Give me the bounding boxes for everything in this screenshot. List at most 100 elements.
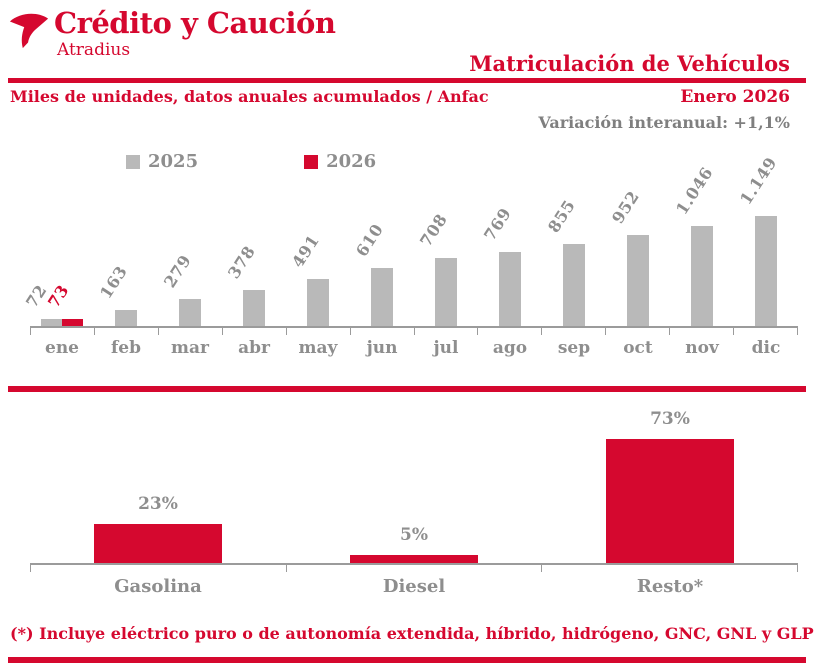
bar-2025-abr bbox=[243, 290, 265, 326]
value-label-2025-oct: 952 bbox=[608, 187, 644, 227]
x-label-Diesel: Diesel bbox=[382, 576, 446, 597]
column-abr: 378 bbox=[222, 170, 286, 326]
yoy-variation-label: Variación interanual: +1,1% bbox=[538, 113, 790, 132]
brand-logo: Crédito y Caución Atradius bbox=[8, 6, 336, 60]
month-axis-labels: ene feb mar abr may jun jul ago sep oct nov dic bbox=[30, 338, 798, 358]
value-label-2025-nov: 1.046 bbox=[672, 163, 717, 218]
bar-Resto* bbox=[606, 439, 734, 563]
fuel-axis-labels: Gasolina Diesel Resto* bbox=[30, 576, 798, 597]
value-label-2025-may: 491 bbox=[288, 231, 324, 271]
x-label-ene: ene bbox=[45, 338, 79, 358]
section-divider bbox=[8, 386, 806, 392]
value-label-2025-sep: 855 bbox=[544, 196, 580, 236]
axis-tick bbox=[669, 328, 733, 335]
bar-2025-may bbox=[307, 279, 329, 326]
bar-2025-ene bbox=[41, 319, 62, 326]
bar-2025-feb bbox=[115, 310, 137, 326]
brand-subname: Atradius bbox=[57, 40, 131, 60]
value-label-2025-feb: 163 bbox=[96, 262, 132, 302]
bar-Gasolina bbox=[94, 524, 222, 563]
x-label-jun: jun bbox=[366, 338, 398, 358]
column-Resto*: 73% bbox=[542, 403, 798, 563]
subtitle-row: Miles de unidades, datos anuales acumula… bbox=[10, 87, 790, 107]
bar-2025-mar bbox=[179, 299, 201, 326]
legend-swatch-2026 bbox=[304, 154, 319, 169]
value-label-2025-dic: 1.149 bbox=[736, 153, 781, 208]
legend-swatch-2025 bbox=[126, 154, 140, 169]
x-label-feb: feb bbox=[110, 338, 141, 358]
brand-name: Crédito y Caución bbox=[54, 6, 336, 40]
column-may: 491 bbox=[286, 170, 350, 326]
column-jul: 708 bbox=[414, 170, 478, 326]
legend-label-2025: 2025 bbox=[148, 151, 199, 172]
bar-2025-dic bbox=[755, 216, 777, 326]
axis-tick bbox=[285, 328, 350, 335]
period-label: Enero 2026 bbox=[680, 87, 790, 107]
fuel-axis-ticks bbox=[30, 565, 799, 572]
bottom-divider bbox=[8, 657, 806, 663]
value-label-2025-ago: 769 bbox=[480, 204, 516, 244]
column-Diesel: 5% bbox=[286, 403, 542, 563]
value-label-2026-ene: 73 bbox=[44, 281, 73, 311]
value-label-2025-abr: 378 bbox=[224, 242, 260, 282]
legend-label-2026: 2026 bbox=[326, 151, 377, 172]
bar-2025-jul bbox=[435, 258, 457, 326]
axis-tick bbox=[477, 328, 541, 335]
axis-tick bbox=[93, 328, 158, 335]
axis-tick bbox=[541, 328, 605, 335]
axis-tick bbox=[541, 565, 799, 572]
axis-tick bbox=[30, 328, 94, 335]
column-dic: 1.149 bbox=[734, 154, 798, 326]
bar-Diesel bbox=[350, 555, 478, 563]
value-label-2025-mar: 279 bbox=[160, 251, 196, 291]
axis-tick bbox=[349, 328, 414, 335]
atradius-dart-icon bbox=[8, 10, 50, 52]
brand-text: Crédito y Caución Atradius bbox=[54, 6, 336, 60]
axis-tick bbox=[605, 328, 669, 335]
x-label-mar: mar bbox=[171, 338, 209, 358]
value-label-Gasolina: 23% bbox=[138, 494, 178, 514]
x-label-oct: oct bbox=[623, 338, 653, 358]
column-ene: 72 73 bbox=[22, 170, 94, 326]
bar-2026-ene bbox=[62, 319, 83, 326]
x-label-jul: jul bbox=[433, 338, 459, 358]
axis-tick bbox=[157, 328, 222, 335]
axis-tick bbox=[733, 328, 799, 335]
axis-tick bbox=[413, 328, 478, 335]
x-label-Gasolina: Gasolina bbox=[114, 576, 202, 597]
bar-2025-oct bbox=[627, 235, 649, 326]
axis-tick bbox=[285, 565, 542, 572]
fuel-type-bar-chart: 23% 5% 73% bbox=[30, 403, 798, 565]
column-ago: 769 bbox=[478, 170, 542, 326]
value-label-Diesel: 5% bbox=[400, 525, 428, 545]
value-label-2025-jul: 708 bbox=[416, 210, 452, 250]
footnote: (*) Incluye eléctrico puro o de autonomí… bbox=[10, 624, 814, 643]
column-mar: 279 bbox=[158, 170, 222, 326]
legend-item-2025: 2025 bbox=[126, 151, 198, 172]
axis-tick bbox=[221, 328, 286, 335]
legend-item-2026: 2026 bbox=[304, 151, 376, 172]
column-nov: 1.046 bbox=[670, 164, 734, 326]
axis-tick bbox=[30, 565, 286, 572]
value-label-Resto*: 73% bbox=[650, 409, 690, 429]
monthly-axis-ticks bbox=[30, 328, 799, 335]
bar-2025-ago bbox=[499, 252, 521, 326]
header-divider bbox=[8, 78, 806, 83]
x-label-dic: dic bbox=[751, 338, 781, 358]
value-label-2025-jun: 610 bbox=[352, 220, 388, 260]
page-title: Matriculación de Vehículos bbox=[469, 51, 790, 76]
chart-legend: 2025 2026 bbox=[126, 151, 376, 172]
bar-2025-sep bbox=[563, 244, 585, 326]
bar-2025-jun bbox=[371, 268, 393, 326]
x-label-nov: nov bbox=[685, 338, 719, 358]
x-label-abr: abr bbox=[238, 338, 270, 358]
column-jun: 610 bbox=[350, 170, 414, 326]
x-label-Resto*: Resto* bbox=[636, 576, 704, 597]
x-label-may: may bbox=[298, 338, 338, 358]
column-Gasolina: 23% bbox=[30, 403, 286, 563]
column-sep: 855 bbox=[542, 170, 606, 326]
column-feb: 163 bbox=[94, 170, 158, 326]
x-label-ago: ago bbox=[492, 338, 528, 358]
bar-2025-nov bbox=[691, 226, 713, 326]
